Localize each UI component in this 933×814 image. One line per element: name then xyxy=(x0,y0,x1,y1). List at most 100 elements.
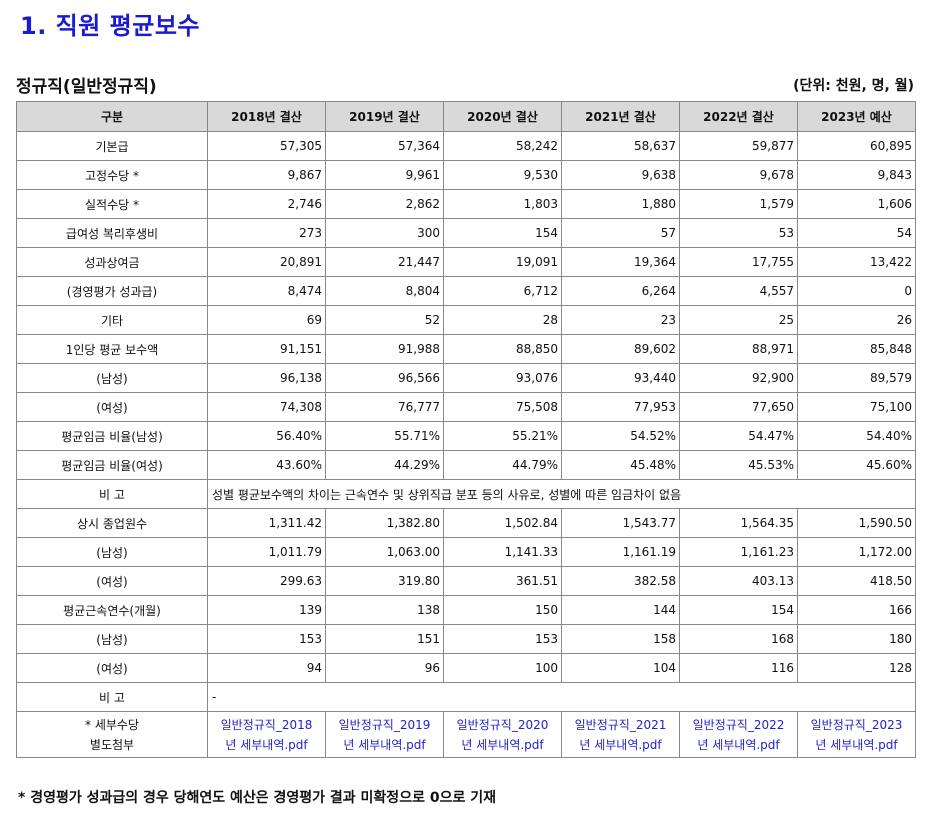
table-cell: 17,755 xyxy=(679,247,798,277)
row-label: (남성) xyxy=(16,537,208,567)
table-cell: 96 xyxy=(325,653,444,683)
table-cell: 9,638 xyxy=(561,160,680,190)
table-cell: 58,637 xyxy=(561,131,680,161)
table-cell: 25 xyxy=(679,305,798,335)
table-cell: 88,850 xyxy=(443,334,562,364)
table-cell: 59,877 xyxy=(679,131,798,161)
remark-row: 비 고 성별 평균보수액의 차이는 근속연수 및 상위직급 분포 등의 사유로, … xyxy=(16,479,916,509)
row-label: 평균근속연수(개월) xyxy=(16,595,208,625)
table-cell: 96,138 xyxy=(207,363,326,393)
attachment-pdf-link[interactable]: 일반정규직_2023 년 세부내역.pdf xyxy=(811,718,903,752)
attachments-label-line1: * 세부수당 xyxy=(85,717,139,732)
table-cell: 53 xyxy=(679,218,798,248)
attachment-pdf-link[interactable]: 일반정규직_2021 년 세부내역.pdf xyxy=(575,718,667,752)
attachments-label-line2: 별도첨부 xyxy=(89,737,135,752)
table-cell: 23 xyxy=(561,305,680,335)
table-cell: 1,579 xyxy=(679,189,798,219)
table-cell: 273 xyxy=(207,218,326,248)
table-cell: 128 xyxy=(797,653,916,683)
table-cell: 1,161.19 xyxy=(561,537,680,567)
table-cell: 1,063.00 xyxy=(325,537,444,567)
attachment-cell: 일반정규직_2023 년 세부내역.pdf xyxy=(797,711,916,758)
remark-text: - xyxy=(207,682,916,712)
attachment-pdf-link[interactable]: 일반정규직_2022 년 세부내역.pdf xyxy=(693,718,785,752)
attachment-link-line1: 일반정규직_2022 xyxy=(692,717,785,732)
attachment-link-line2: 년 세부내역.pdf xyxy=(579,737,662,752)
column-header: 2019년 결산 xyxy=(325,101,444,132)
table-cell: 60,895 xyxy=(797,131,916,161)
table-cell: 21,447 xyxy=(325,247,444,277)
table-cell: 92,900 xyxy=(679,363,798,393)
table-cell: 69 xyxy=(207,305,326,335)
row-label: 기본급 xyxy=(16,131,208,161)
table-cell: 20,891 xyxy=(207,247,326,277)
attachment-pdf-link[interactable]: 일반정규직_2019 년 세부내역.pdf xyxy=(339,718,431,752)
attachment-pdf-link[interactable]: 일반정규직_2020 년 세부내역.pdf xyxy=(457,718,549,752)
remark-label: 비 고 xyxy=(16,682,208,712)
row-label: 실적수당 * xyxy=(16,189,208,219)
table-cell: 4,557 xyxy=(679,276,798,306)
table-cell: 55.21% xyxy=(443,421,562,451)
table-cell: 361.51 xyxy=(443,566,562,596)
table-cell: 1,590.50 xyxy=(797,508,916,538)
row-label: 상시 종업원수 xyxy=(16,508,208,538)
table-cell: 418.50 xyxy=(797,566,916,596)
table-cell: 43.60% xyxy=(207,450,326,480)
table-cell: 77,953 xyxy=(561,392,680,422)
column-header: 구분 xyxy=(16,101,208,132)
table-cell: 94 xyxy=(207,653,326,683)
attachment-link-line1: 일반정규직_2023 xyxy=(810,717,903,732)
table-cell: 19,364 xyxy=(561,247,680,277)
table-cell: 2,862 xyxy=(325,189,444,219)
table-row: 1인당 평균 보수액 91,151 91,988 88,850 89,602 88,971… xyxy=(16,334,916,364)
column-header: 2023년 예산 xyxy=(797,101,916,132)
row-label: 1인당 평균 보수액 xyxy=(16,334,208,364)
attachment-cell: 일반정규직_2019 년 세부내역.pdf xyxy=(325,711,444,758)
table-cell: 19,091 xyxy=(443,247,562,277)
table-cell: 299.63 xyxy=(207,566,326,596)
table-cell: 91,988 xyxy=(325,334,444,364)
table-cell: 93,076 xyxy=(443,363,562,393)
table-cell: 88,971 xyxy=(679,334,798,364)
remark-row: 비 고- xyxy=(16,682,916,712)
table-cell: 168 xyxy=(679,624,798,654)
table-row: 상시 종업원수 1,311.42 1,382.80 1,502.84 1,543.77 1… xyxy=(16,508,916,538)
row-label: (남성) xyxy=(16,624,208,654)
attachment-link-line1: 일반정규직_2020 xyxy=(456,717,549,732)
table-cell: 1,606 xyxy=(797,189,916,219)
attachment-cell: 일반정규직_2021 년 세부내역.pdf xyxy=(561,711,680,758)
salary-table: 구분 2018년 결산 2019년 결산 2020년 결산 2021년 결산 2… xyxy=(16,101,916,758)
table-cell: 74,308 xyxy=(207,392,326,422)
table-cell: 9,843 xyxy=(797,160,916,190)
table-cell: 91,151 xyxy=(207,334,326,364)
table-cell: 1,543.77 xyxy=(561,508,680,538)
table-cell: 166 xyxy=(797,595,916,625)
table-cell: 57,364 xyxy=(325,131,444,161)
attachment-cell: 일반정규직_2020 년 세부내역.pdf xyxy=(443,711,562,758)
table-cell: 44.79% xyxy=(443,450,562,480)
section-title: 정규직(일반정규직) xyxy=(16,77,157,97)
attachment-link-line1: 일반정규직_2018 xyxy=(220,717,313,732)
row-label: (여성) xyxy=(16,392,208,422)
table-cell: 1,803 xyxy=(443,189,562,219)
attachment-cell: 일반정규직_2022 년 세부내역.pdf xyxy=(679,711,798,758)
table-cell: 77,650 xyxy=(679,392,798,422)
attachment-pdf-link[interactable]: 일반정규직_2018 년 세부내역.pdf xyxy=(221,718,313,752)
table-row: (여성) 94 96 100 104 116 128 xyxy=(16,653,916,683)
table-cell: 1,172.00 xyxy=(797,537,916,567)
table-row: (여성) 74,308 76,777 75,508 77,953 77,650 75,100 xyxy=(16,392,916,422)
row-label: 평균임금 비율(남성) xyxy=(16,421,208,451)
table-cell: 0 xyxy=(797,276,916,306)
table-cell: 1,161.23 xyxy=(679,537,798,567)
attachment-cell: 일반정규직_2018 년 세부내역.pdf xyxy=(207,711,326,758)
table-cell: 56.40% xyxy=(207,421,326,451)
table-cell: 45.53% xyxy=(679,450,798,480)
table-cell: 93,440 xyxy=(561,363,680,393)
attachment-link-line2: 년 세부내역.pdf xyxy=(815,737,898,752)
attachment-link-line2: 년 세부내역.pdf xyxy=(461,737,544,752)
table-cell: 144 xyxy=(561,595,680,625)
table-cell: 8,804 xyxy=(325,276,444,306)
table-cell: 76,777 xyxy=(325,392,444,422)
table-cell: 9,961 xyxy=(325,160,444,190)
table-cell: 54 xyxy=(797,218,916,248)
